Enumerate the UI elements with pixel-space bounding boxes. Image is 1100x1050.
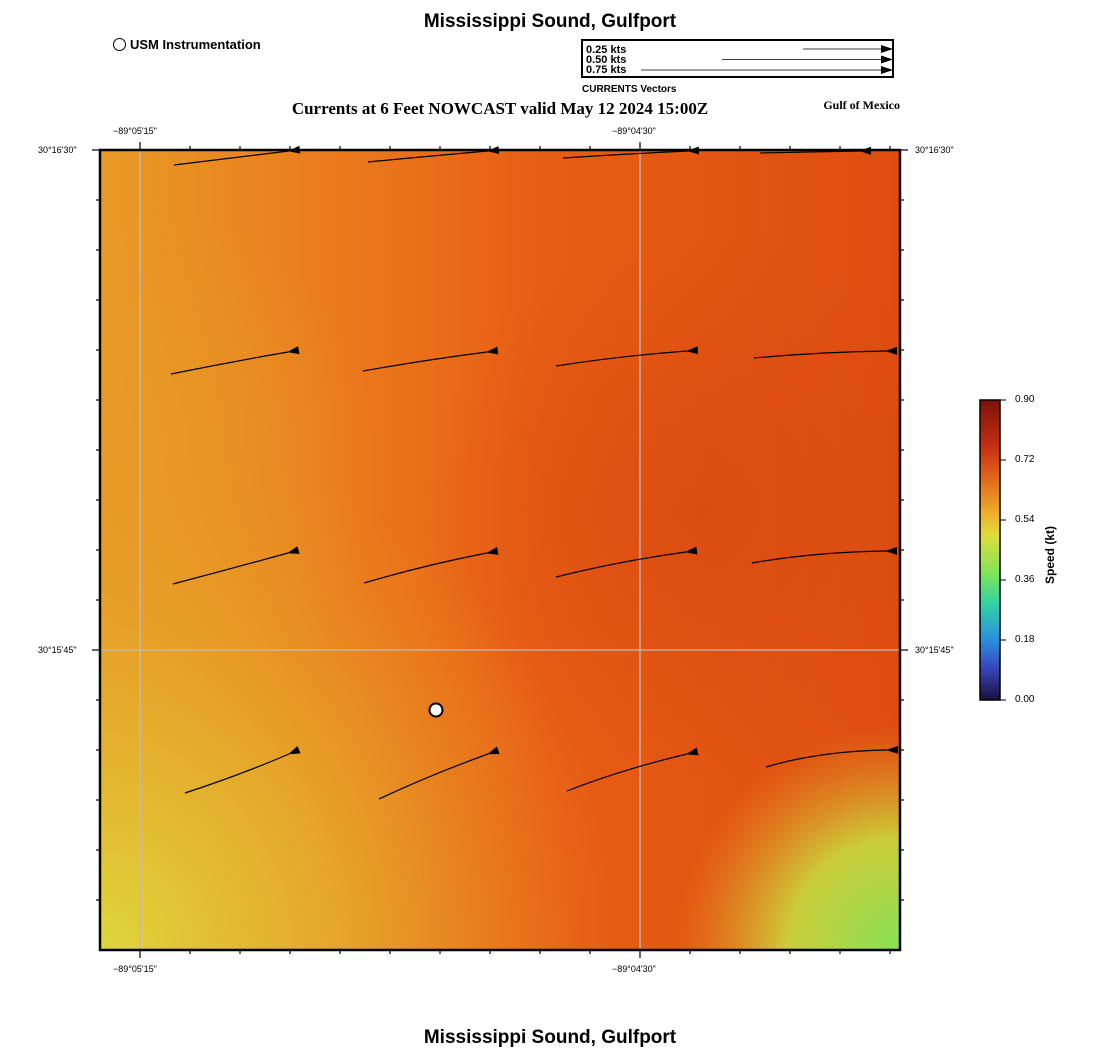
colorbar-tick-054: 0.54 — [1015, 514, 1035, 525]
current-vector — [367, 146, 500, 163]
current-vector — [378, 746, 500, 800]
speed-field — [100, 150, 900, 950]
x-tick-top-1: −89°05'15" — [113, 126, 157, 136]
vector-legend-caption: CURRENTS Vectors — [582, 84, 677, 95]
current-vector — [363, 546, 499, 584]
graticule — [100, 150, 900, 950]
colorbar-ramp — [979, 399, 1001, 701]
vector-legend-025: 0.25 kts — [586, 44, 627, 56]
current-vectors — [170, 145, 899, 800]
vector-legend-arrows — [641, 45, 893, 74]
region-label: Gulf of Mexico — [823, 98, 900, 112]
colorbar-tick-036: 0.36 — [1015, 574, 1035, 585]
map-subtitle: Currents at 6 Feet NOWCAST valid May 12 … — [291, 99, 709, 118]
current-vector — [753, 346, 898, 359]
y-tick-left-1: 30°16'30" — [38, 145, 77, 155]
current-vector — [566, 747, 699, 792]
current-vector — [173, 145, 301, 166]
colorbar-tick-072: 0.72 — [1015, 454, 1035, 465]
current-vector — [555, 546, 698, 578]
vector-legend-050: 0.50 kts — [586, 54, 627, 66]
colorbar — [979, 399, 1006, 701]
current-vector — [170, 346, 300, 375]
y-tick-right-2: 30°15'45" — [915, 645, 954, 655]
current-vector — [172, 546, 300, 585]
map-footer-title: Mississippi Sound, Gulfport — [423, 1027, 677, 1048]
current-vector — [765, 745, 899, 768]
frame-ticks — [92, 142, 908, 958]
station-legend: USM Instrumentation — [113, 37, 261, 52]
current-vector — [751, 546, 898, 564]
current-vector — [562, 146, 700, 159]
current-vector — [555, 346, 699, 367]
x-tick-bottom-1: −89°05'15" — [113, 964, 157, 974]
vector-legend-box — [581, 39, 894, 78]
station-legend-label: USM Instrumentation — [130, 37, 261, 52]
station-circle-icon — [113, 38, 126, 51]
station-marker[interactable] — [428, 702, 444, 718]
colorbar-tick-090: 0.90 — [1015, 394, 1035, 405]
colorbar-tick-000: 0.00 — [1015, 694, 1035, 705]
map-title: Mississippi Sound, Gulfport — [423, 11, 677, 32]
current-vector — [362, 346, 499, 372]
x-tick-bottom-2: −89°04'30" — [612, 964, 656, 974]
colorbar-tick-018: 0.18 — [1015, 634, 1035, 645]
y-tick-left-2: 30°15'45" — [38, 645, 77, 655]
y-tick-right-1: 30°16'30" — [915, 145, 954, 155]
vector-legend-075: 0.75 kts — [586, 64, 627, 76]
x-tick-top-2: −89°04'30" — [612, 126, 656, 136]
current-vector — [184, 745, 301, 794]
colorbar-title: Speed (kt) — [1043, 525, 1057, 584]
